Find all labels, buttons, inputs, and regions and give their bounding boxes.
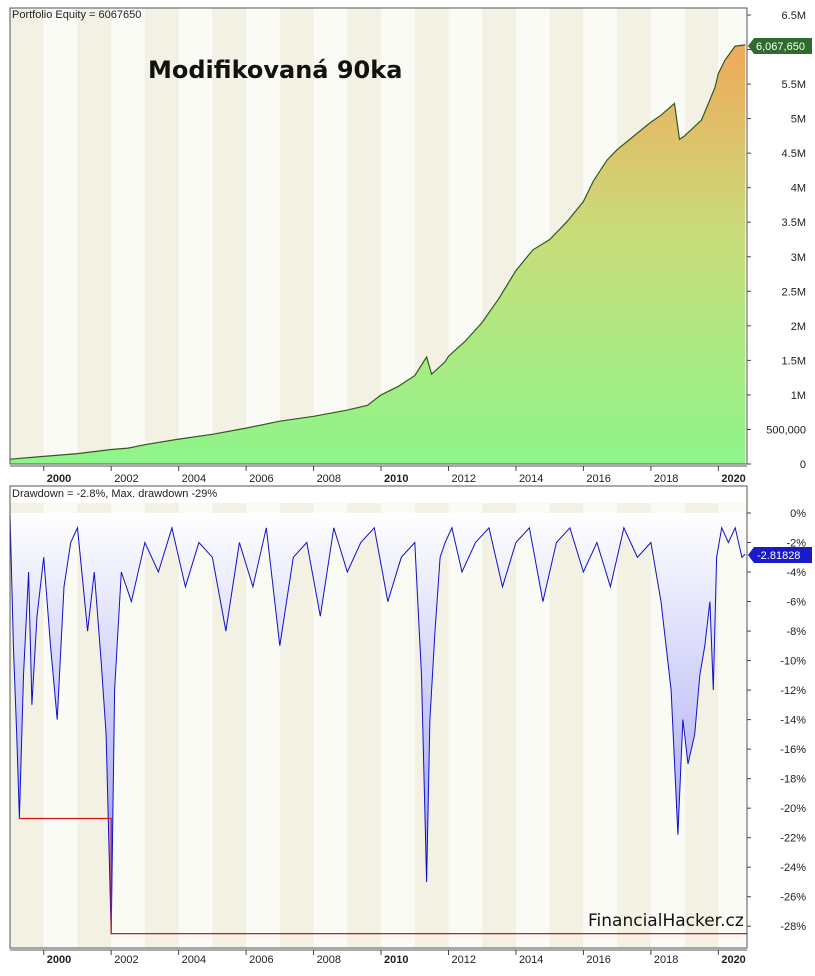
year-band: [144, 503, 179, 948]
equity-y-tick-label: 4.5M: [782, 148, 806, 160]
equity-y-tick-label: 5.5M: [782, 79, 806, 91]
x-tick-label: 2006: [249, 473, 273, 485]
drawdown-y-tick-label: 0%: [790, 508, 806, 520]
year-band: [279, 8, 314, 464]
x-tick-label: 2016: [586, 473, 610, 485]
year-band: [77, 8, 112, 464]
drawdown-y-tick-label: -20%: [780, 803, 806, 815]
year-band: [448, 503, 483, 948]
year-band: [313, 8, 348, 464]
drawdown-area: [10, 513, 746, 934]
x-tick-label: 2012: [451, 473, 475, 485]
equity-y-tick-label: 1.5M: [782, 355, 806, 367]
x-tick-label: 2020: [721, 954, 745, 966]
drawdown-y-tick-label: -22%: [780, 833, 806, 845]
year-band: [178, 8, 213, 464]
year-band: [144, 8, 179, 464]
x-axis-strip: [10, 950, 747, 970]
equity-y-tick-label: 5M: [791, 114, 806, 126]
drawdown-value-badge: -2.81828: [748, 547, 812, 563]
x-axis-strip: [10, 466, 747, 486]
equity-annotation: Modifikovaná 90ka: [148, 56, 402, 84]
year-band: [43, 8, 78, 464]
x-tick-label: 2000: [47, 954, 71, 966]
drawdown-x-axis: 2000 2002 2004 2006 2008 2010 2012 2014 2016 2018…: [10, 949, 747, 970]
drawdown-y-tick-label: -2%: [786, 538, 806, 550]
x-tick-label: 2010: [384, 954, 408, 966]
year-band: [111, 8, 145, 464]
max-drawdown-line: [19, 817, 747, 935]
x-tick-label: 2004: [182, 473, 206, 485]
drawdown-value-label: -2.81828: [757, 550, 800, 562]
x-tick-label: 2002: [114, 473, 138, 485]
equity-x-axis: 2000 2002 2004 2006 2008 2010 2012 2014 2016 2018…: [10, 465, 747, 486]
x-tick-label: 2000: [47, 473, 71, 485]
year-band: [347, 503, 382, 948]
drawdown-y-tick-label: -24%: [780, 862, 806, 874]
drawdown-y-tick-label: -26%: [780, 892, 806, 904]
equity-y-tick-label: 4M: [791, 183, 806, 195]
x-tick-label: 2008: [317, 473, 341, 485]
x-tick-label: 2016: [586, 954, 610, 966]
drawdown-y-tick-label: -28%: [780, 921, 806, 933]
x-tick-label: 2006: [249, 954, 273, 966]
drawdown-y-axis: 0% -2% -4% -6% -8% -10% -12% -14% -16% -18% -20% -2…: [747, 508, 806, 933]
equity-area: [10, 44, 746, 464]
drawdown-line: [10, 512, 746, 934]
year-band: [246, 8, 280, 464]
equity-y-tick-label: 2M: [791, 321, 806, 333]
watermark: FinancialHacker.cz: [588, 911, 744, 931]
year-band: [212, 8, 247, 464]
year-band: [718, 503, 747, 948]
year-band: [617, 503, 651, 948]
x-tick-label: 2008: [317, 954, 341, 966]
equity-y-tick-label: 0: [800, 459, 806, 471]
x-tick-label: 2018: [654, 954, 678, 966]
x-tick-label: 2012: [451, 954, 475, 966]
drawdown-y-tick-label: -12%: [780, 685, 806, 697]
drawdown-y-tick-label: -14%: [780, 715, 806, 727]
drawdown-header: Drawdown = -2.8%, Max. drawdown -29%: [12, 488, 217, 500]
equity-y-tick-label: 2.5M: [782, 286, 806, 298]
equity-header: Portfolio Equity = 6067650: [12, 9, 141, 21]
x-tick-label: 2010: [384, 473, 408, 485]
equity-y-tick-label: 6.5M: [782, 10, 806, 22]
year-band: [482, 503, 516, 948]
x-tick-label: 2020: [721, 473, 745, 485]
x-tick-label: 2018: [654, 473, 678, 485]
drawdown-y-tick-label: -6%: [786, 597, 806, 609]
equity-line: [10, 44, 746, 460]
equity-plot-frame: [9, 7, 748, 465]
x-tick-label: 2014: [519, 954, 543, 966]
equity-value-label: 6,067,650: [756, 41, 805, 53]
year-band: [10, 8, 44, 464]
drawdown-y-tick-label: -10%: [780, 656, 806, 668]
x-tick-label: 2002: [114, 954, 138, 966]
year-band: [549, 503, 584, 948]
equity-y-axis: 6.5M6M5.5M5M4.5M4M3.5M3M2.5M2M1.5M1M500,…: [747, 10, 806, 471]
equity-y-tick-label: 3.5M: [782, 217, 806, 229]
drawdown-y-tick-label: -4%: [786, 567, 806, 579]
equity-y-tick-label: 1M: [791, 390, 806, 402]
x-tick-label: 2014: [519, 473, 543, 485]
year-band: [347, 8, 382, 464]
equity-y-tick-label: 500,000: [766, 424, 806, 436]
drawdown-y-tick-label: -16%: [780, 744, 806, 756]
equity-value-badge: 6,067,650: [748, 38, 812, 54]
drawdown-y-tick-label: -18%: [780, 774, 806, 786]
drawdown-panel: 0% -2% -4% -6% -8% -10% -12% -14% -16% -18% -20% -2…: [9, 485, 812, 949]
x-tick-label: 2004: [182, 954, 206, 966]
equity-panel: 6.5M6M5.5M5M4.5M4M3.5M3M2.5M2M1.5M1M500,…: [9, 7, 812, 471]
equity-y-tick-label: 3M: [791, 252, 806, 264]
drawdown-plot-frame: [9, 485, 748, 949]
drawdown-y-tick-label: -8%: [786, 626, 806, 638]
